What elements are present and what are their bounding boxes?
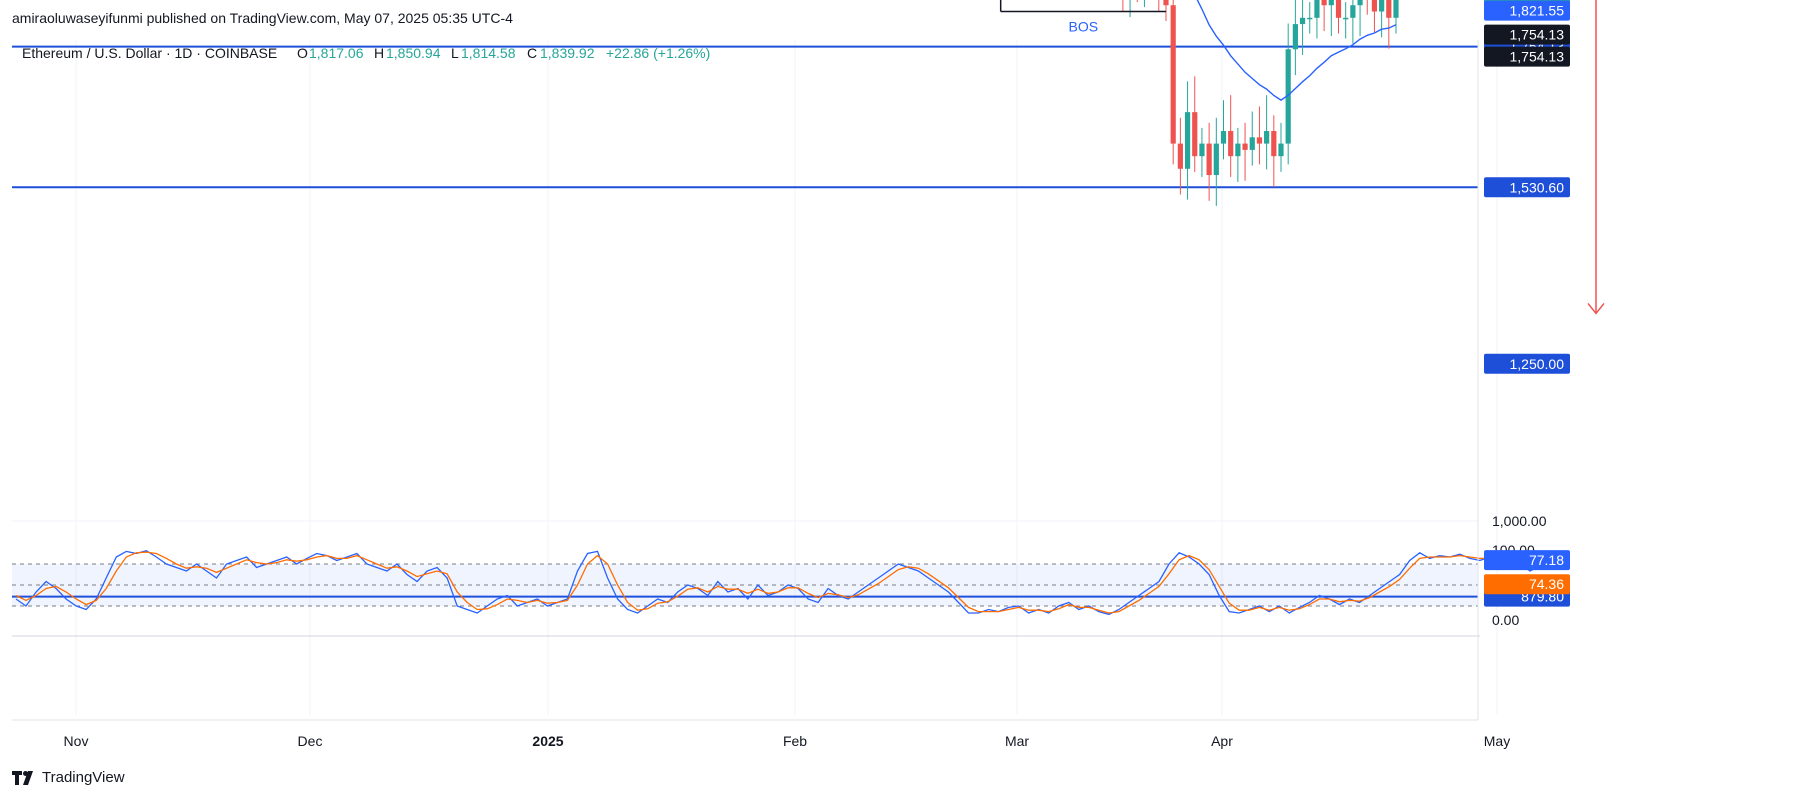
price-tag [1484,24,1570,45]
axes: NovDec2025FebMarAprMay4,000.003,750.003,… [12,40,1547,749]
stoch-rsi-pane [12,549,1541,616]
stoch-d-line [15,551,1541,614]
osc-value-label: 74.36 [1529,576,1564,592]
tradingview-logo-icon [12,770,36,785]
price-tag-label: 1,754.13 [1510,49,1565,65]
candle-body [1271,131,1277,157]
candle-body [1379,0,1385,12]
annotations: BOS [999,0,1605,315]
price-tag-label: 1,821.55 [1510,3,1565,19]
projection-arrow-head [1587,302,1605,315]
candle-body [1278,143,1284,157]
candle-body [1299,17,1306,25]
candle-body [1163,0,1169,6]
high-label: H [374,45,384,61]
price-tag [1484,46,1570,67]
footer-brand-text: TradingView [42,769,125,786]
candle-body [1350,5,1356,18]
osc-value-tag [1484,574,1570,595]
candle-body [1170,5,1176,144]
candle-body [1249,137,1255,150]
low-label: L [451,45,459,61]
candle-body [1256,137,1263,144]
price-tag-label: 1,839.92 [1510,0,1565,1]
candle-body [1242,143,1248,150]
level-tag [1484,177,1570,198]
candle-body [1321,0,1327,6]
candle-body [1307,17,1313,20]
x-tick-label: Dec [298,733,323,749]
close-label: C [527,45,537,61]
x-tick-label: Mar [1005,733,1029,749]
candle-body [1285,49,1291,144]
x-tick-label: Apr [1211,733,1233,749]
candle-body [1220,131,1227,144]
candle-body [1292,24,1298,50]
candle-body [1213,143,1219,176]
candle-body [1393,0,1399,18]
candle-body [1343,17,1349,20]
candle-body [1199,143,1205,157]
price-tag-label: 1,250.00 [1510,356,1565,372]
candle-body [1177,143,1183,169]
candle-body [1371,0,1378,12]
price-tags: 4,109.002,855.232,150.001,754.131,530.60… [1484,0,1570,607]
footer-brand: TradingView [12,769,125,786]
candle-body [1314,0,1320,18]
low-value: 1,814.58 [461,45,516,61]
x-tick-label: Nov [64,733,89,749]
high-value: 1,850.94 [386,45,441,61]
candle-body [1192,112,1198,157]
chart-legend: Ethereum / U.S. Dollar · 1D · COINBASE O… [22,45,710,61]
level-tag-label: 1,530.60 [1510,179,1565,195]
x-tick-label: May [1484,733,1510,749]
chart-title: Ethereum / U.S. Dollar · 1D · COINBASE [22,45,277,61]
open-value: 1,817.06 [309,45,364,61]
osc-value-label: 77.18 [1529,552,1564,568]
open-label: O [297,45,308,61]
price-tag [1484,0,1570,21]
candle-body [1235,143,1241,157]
osc-value-tag [1484,550,1570,571]
price-tag [1484,353,1570,374]
candle-body [1328,0,1334,6]
osc-tick-label: 0.00 [1492,612,1519,628]
x-tick-label: Feb [783,733,807,749]
candle-body [1206,143,1212,176]
x-tick-label: 2025 [532,733,563,749]
bos-label: BOS [1069,19,1099,35]
candle-body [1184,112,1191,169]
candle-body [1335,0,1342,18]
candle-body [1264,131,1270,144]
candle-body [1228,131,1234,157]
stoch-band-fill [12,564,1478,606]
horizontal-levels [12,45,1478,598]
candle-body [1386,0,1392,18]
publisher-header: amiraoluwaseyifunmi published on Trading… [12,10,513,26]
grid [12,40,1498,715]
candlestick-series [1122,0,1399,206]
close-value: 1,839.92 [540,45,595,61]
candle-body [1357,0,1363,6]
change-value: +22.86 (+1.26%) [606,45,710,61]
price-tag-label: 1,754.13 [1510,27,1565,43]
y-tick-label: 1,000.00 [1492,513,1547,529]
